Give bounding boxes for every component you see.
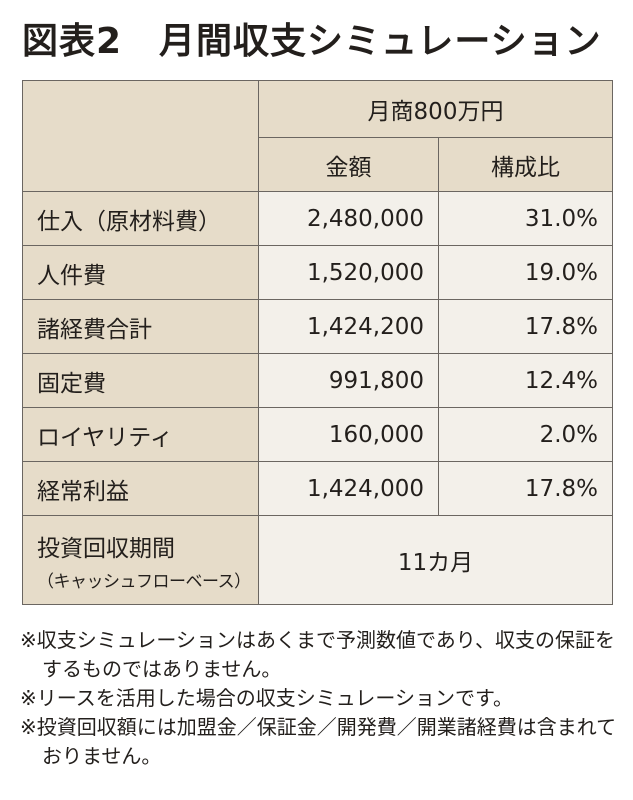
note: ※投資回収額には加盟金／保証金／開発費／開業諸経費は含まれておりません。 [20,715,617,768]
row-label: 人件費 [22,245,259,300]
row-label: 経常利益 [22,461,259,516]
simulation-table: 月商800万円 金額 構成比 仕入（原材料費） 2,480,000 31.0% 人件費… [22,80,613,605]
corner-cell [22,80,259,192]
ratio-cell: 17.8% [438,461,613,516]
data-row: 経常利益 1,424,000 17.8% [22,461,613,516]
amount-cell: 1,424,200 [258,299,439,354]
note: ※リースを活用した場合の収支シミュレーションです。 [20,686,513,710]
header-row: 月商800万円 [22,80,613,192]
amount-cell: 1,424,000 [258,461,439,516]
payback-label-cell: 投資回収期間 （キャッシュフローベース） [22,515,259,605]
data-row: 人件費 1,520,000 19.0% [22,245,613,300]
data-row: ロイヤリティ 160,000 2.0% [22,407,613,462]
ratio-cell: 31.0% [438,191,613,246]
amount-cell: 160,000 [258,407,439,462]
payback-label: 投資回収期間 [37,535,175,562]
amount-cell: 1,520,000 [258,245,439,300]
payback-value: 11カ月 [258,515,613,605]
ratio-cell: 17.8% [438,299,613,354]
row-label: 仕入（原材料費） [22,191,259,246]
column-header: 構成比 [438,137,613,192]
column-header: 金額 [258,137,439,192]
ratio-cell: 2.0% [438,407,613,462]
row-label: 固定費 [22,353,259,408]
row-label: ロイヤリティ [22,407,259,462]
row-label: 諸経費合計 [22,299,259,354]
header-row: 金額 構成比 [23,137,613,192]
note: ※収支シミュレーションはあくまで予測数値であり、収支の保証をするものではありませ… [20,628,615,681]
payback-sublabel: （キャッシュフローベース） [37,571,251,592]
data-row: 固定費 991,800 12.4% [22,353,613,408]
title: 図表2 月間収支シミュレーション [22,21,602,62]
group-header: 月商800万円 [258,80,613,138]
data-row: 諸経費合計 1,424,200 17.8% [22,299,613,354]
ratio-cell: 19.0% [438,245,613,300]
amount-cell: 2,480,000 [258,191,439,246]
notes: ※収支シミュレーションはあくまで予測数値であり、収支の保証をするものではありませ… [20,626,620,771]
payback-row: 投資回収期間 （キャッシュフローベース） 11カ月 [22,515,613,605]
ratio-cell: 12.4% [438,353,613,408]
data-row: 仕入（原材料費） 2,480,000 31.0% [22,191,613,246]
amount-cell: 991,800 [258,353,439,408]
